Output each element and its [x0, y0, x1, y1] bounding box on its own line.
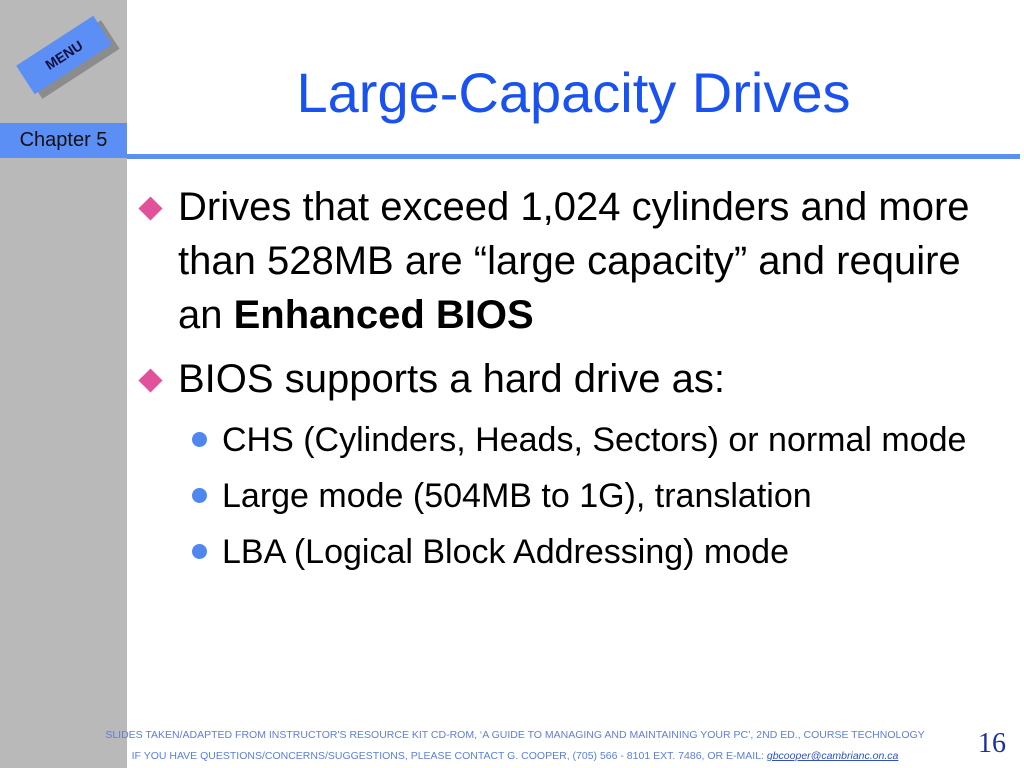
bullet-item: Drives that exceed 1,024 cylinders and m… [138, 180, 1010, 342]
chapter-label: Chapter 5 [0, 123, 127, 158]
sidebar [0, 0, 127, 768]
sub-bullet-text: CHS (Cylinders, Heads, Sectors) or norma… [222, 421, 967, 459]
sub-bullet-text: Large mode (504MB to 1G), translation [222, 477, 812, 515]
sub-bullet-text: LBA (Logical Block Addressing) mode [222, 533, 789, 571]
slide-title: Large-Capacity Drives [296, 61, 851, 124]
bullet-bold-text: Enhanced BIOS [233, 293, 534, 337]
footer-contact: IF YOU HAVE QUESTIONS/CONCERNS/SUGGESTIO… [60, 750, 970, 762]
title-divider [127, 154, 1020, 159]
footer-credit: SLIDES TAKEN/ADAPTED FROM INSTRUCTOR'S R… [105, 729, 925, 741]
slide-body: Drives that exceed 1,024 cylinders and m… [138, 180, 1010, 584]
sub-bullet-item: CHS (Cylinders, Heads, Sectors) or norma… [140, 416, 1010, 464]
diamond-bullet-icon [138, 196, 163, 221]
bullet-text: Drives that exceed 1,024 cylinders and m… [178, 185, 970, 337]
circle-bullet-icon [192, 488, 207, 503]
email-link[interactable]: gbcooper@cambrianc.on.ca [766, 750, 899, 762]
bullet-text: BIOS supports a hard drive as: [178, 357, 725, 401]
footer-contact-text: IF YOU HAVE QUESTIONS/CONCERNS/SUGGESTIO… [131, 750, 767, 762]
circle-bullet-icon [192, 432, 207, 447]
diamond-bullet-icon [138, 368, 163, 393]
sub-bullet-item: LBA (Logical Block Addressing) mode [140, 528, 1010, 576]
bullet-item: BIOS supports a hard drive as: [138, 352, 1010, 406]
page-number: 16 [978, 728, 1006, 759]
sub-bullet-item: Large mode (504MB to 1G), translation [140, 472, 1010, 520]
circle-bullet-icon [192, 544, 207, 559]
